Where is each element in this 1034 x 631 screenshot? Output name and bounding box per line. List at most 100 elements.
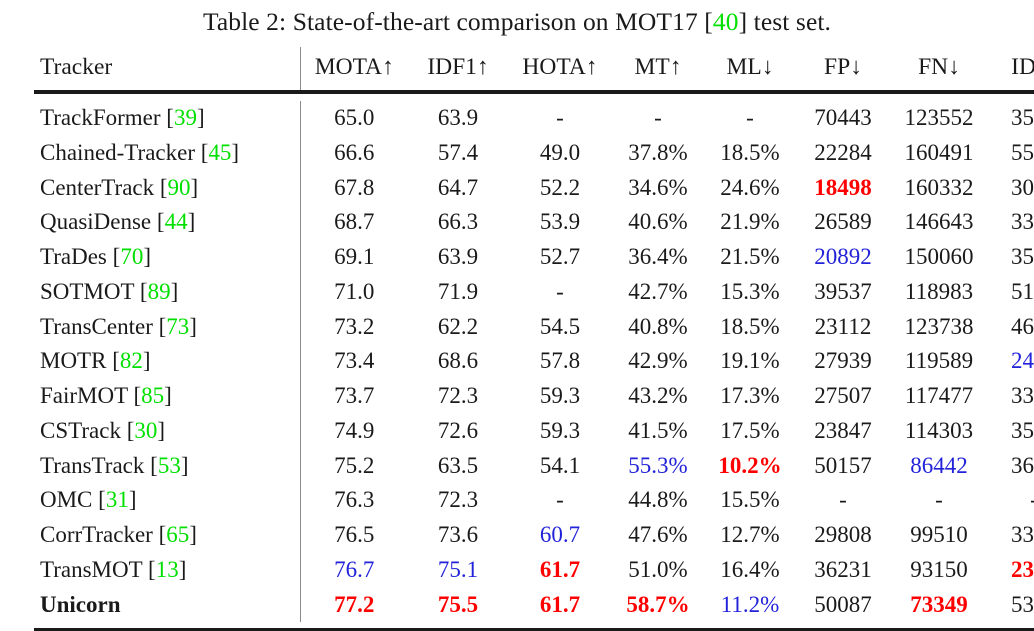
citation-bracket-close: ] bbox=[190, 174, 199, 200]
tracker-name: TransCenter bbox=[40, 313, 153, 339]
tracker-name: FairMOT bbox=[40, 383, 128, 409]
cell-fp: 50087 bbox=[814, 591, 872, 617]
citation-ref[interactable]: 39 bbox=[173, 105, 197, 131]
cell-mt: 43.2% bbox=[628, 383, 688, 409]
cell-fp: 18498 bbox=[814, 174, 872, 200]
tracker-name-cell: TraDes [70] bbox=[34, 240, 300, 275]
cell-fp: 27507 bbox=[814, 383, 872, 409]
tracker-name: CorrTracker bbox=[40, 522, 153, 548]
cell-fn: 160491 bbox=[904, 139, 974, 165]
citation-ref[interactable]: 85 bbox=[141, 383, 165, 409]
cell-ids: 3039 bbox=[1011, 174, 1034, 200]
citation-ref[interactable]: 89 bbox=[147, 278, 171, 304]
table-row: TransMOT [13] 76.7 75.1 61.7 51.0% 16.4% 36231… bbox=[34, 552, 1034, 588]
cell-fn: 123552 bbox=[904, 105, 974, 131]
citation-ref[interactable]: 45 bbox=[208, 139, 232, 165]
tracker-name: MOTR bbox=[40, 348, 107, 374]
cell-hota: 52.2 bbox=[539, 174, 581, 200]
citation-ref[interactable]: 13 bbox=[155, 556, 179, 582]
cell-idf1: 68.6 bbox=[437, 348, 479, 374]
citation-ref[interactable]: 30 bbox=[134, 417, 158, 443]
cell-fp: 50157 bbox=[814, 452, 872, 478]
cell-hota: 54.5 bbox=[539, 313, 581, 339]
cell-fn: 93150 bbox=[910, 556, 968, 582]
table-row: Unicorn 77.2 75.5 61.7 58.7% 11.2% 50087 73349 5… bbox=[34, 587, 1034, 623]
citation-ref[interactable]: 70 bbox=[120, 244, 144, 270]
citation-bracket-close: ] bbox=[128, 487, 137, 513]
cell-mt: 40.8% bbox=[628, 313, 688, 339]
citation-bracket-open: [ bbox=[158, 313, 167, 339]
cell-fn: 117477 bbox=[904, 383, 974, 409]
cell-hota: 61.7 bbox=[539, 556, 581, 582]
cell-hota: 57.8 bbox=[539, 348, 581, 374]
citation-bracket-open: [ bbox=[112, 348, 120, 374]
cell-fn: 86442 bbox=[910, 452, 968, 478]
tracker-name: Chained-Tracker bbox=[40, 139, 195, 165]
tracker-name: Unicorn bbox=[40, 591, 121, 617]
cell-ml: 17.5% bbox=[720, 417, 780, 443]
cell-ids: 3528 bbox=[1011, 105, 1034, 131]
cell-ml: 15.3% bbox=[720, 278, 780, 304]
cell-fp: 29808 bbox=[814, 522, 872, 548]
cell-fp: 20892 bbox=[814, 244, 872, 270]
body-top-spacer bbox=[34, 94, 1034, 101]
cell-mt: 42.9% bbox=[628, 348, 688, 374]
citation-ref[interactable]: 44 bbox=[164, 209, 188, 235]
cell-ml: 11.2% bbox=[720, 591, 780, 617]
tracker-name: OMC bbox=[40, 487, 93, 513]
cell-ml: 19.1% bbox=[720, 348, 780, 374]
cell-mota: 76.3 bbox=[299, 483, 408, 518]
cell-idf1: 62.2 bbox=[437, 313, 479, 339]
citation-bracket-close: ] bbox=[187, 209, 196, 235]
citation-bracket-open: [ bbox=[166, 105, 174, 131]
tracker-name-cell: Chained-Tracker [45] bbox=[34, 136, 300, 171]
table-row: TrackFormer [39] 65.0 63.9- - -70443 123552 35… bbox=[34, 101, 1034, 136]
citation-bracket-open: [ bbox=[139, 278, 148, 304]
citation-ref[interactable]: 31 bbox=[105, 487, 129, 513]
citation-bracket-open: [ bbox=[158, 522, 167, 548]
citation-ref[interactable]: 90 bbox=[167, 174, 191, 200]
column-header-fn: FN↓ bbox=[918, 54, 960, 81]
tracker-name-cell: TrackFormer [39] bbox=[34, 101, 300, 136]
cell-ml: 21.9% bbox=[720, 209, 780, 235]
cell-hota: 49.0 bbox=[539, 139, 581, 165]
cell-idf1: 57.4 bbox=[437, 139, 479, 165]
cell-fp: 39537 bbox=[814, 278, 872, 304]
cell-ids: 3567 bbox=[1011, 417, 1034, 443]
cell-hota: 59.3 bbox=[539, 383, 581, 409]
cell-ids: 5379 bbox=[1011, 591, 1034, 617]
cell-ml: 12.7% bbox=[720, 522, 780, 548]
citation-bracket-open: [ bbox=[126, 417, 135, 443]
cell-mota: 74.9 bbox=[299, 413, 408, 449]
cell-idf1: 75.5 bbox=[437, 591, 479, 617]
column-header-mota: MOTA↑ bbox=[299, 47, 408, 92]
table-body: TrackFormer [39] 65.0 63.9- - -70443 123552 35… bbox=[34, 94, 1034, 630]
cell-fp: - bbox=[839, 487, 847, 513]
cell-mota: 69.1 bbox=[299, 239, 408, 275]
cell-hota: 52.7 bbox=[539, 244, 581, 270]
tracker-name-cell: SOTMOT [89] bbox=[34, 275, 300, 310]
cell-mota: 76.5 bbox=[299, 517, 408, 553]
caption-citation-ref[interactable]: 40 bbox=[712, 7, 739, 36]
cell-fp: 27939 bbox=[814, 348, 872, 374]
citation-ref[interactable]: 53 bbox=[157, 452, 181, 478]
citation-bracket-close: ] bbox=[189, 313, 197, 339]
tracker-name-cell: TransCenter [73] bbox=[34, 309, 300, 344]
cell-idf1: 72.3 bbox=[437, 383, 479, 409]
table-row: CenterTrack [90] 67.8 64.7 52.2 34.6% 24.6% 18… bbox=[34, 170, 1034, 206]
citation-ref[interactable]: 73 bbox=[166, 313, 190, 339]
caption-bracket-close: ] bbox=[738, 7, 748, 36]
citation-bracket-close: ] bbox=[231, 139, 240, 165]
citation-bracket-close: ] bbox=[164, 383, 172, 409]
cell-mota: 71.0 bbox=[299, 274, 408, 310]
citation-bracket-open: [ bbox=[200, 139, 209, 165]
cell-ids: 5184 bbox=[1011, 278, 1034, 304]
caption-tail: test set. bbox=[747, 7, 832, 36]
cell-ids: 3555 bbox=[1011, 244, 1034, 270]
column-header-ids: IDs↓ bbox=[1011, 54, 1034, 81]
cell-mota: 73.7 bbox=[299, 378, 408, 414]
citation-ref[interactable]: 65 bbox=[166, 522, 190, 548]
tracker-name-cell: QuasiDense [44] bbox=[34, 205, 300, 240]
citation-ref[interactable]: 82 bbox=[119, 348, 143, 374]
table-header: Tracker MOTA↑ IDF1↑ HOTA↑ MT↑ ML↓ FP↓ FN… bbox=[34, 47, 1034, 92]
